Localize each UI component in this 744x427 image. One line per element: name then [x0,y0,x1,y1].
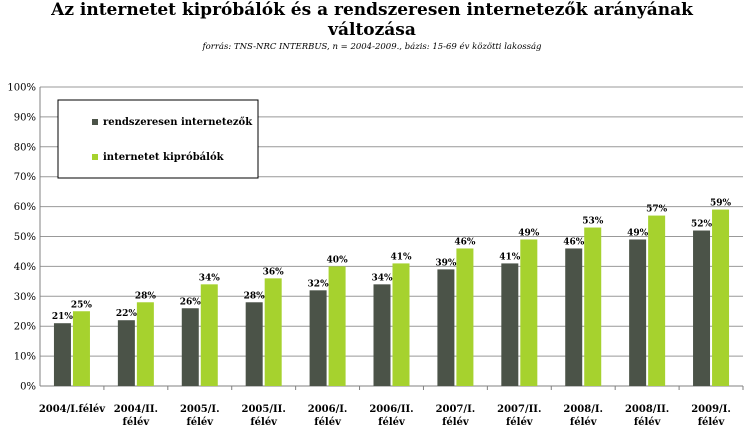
bar [117,320,135,386]
data-label: 34% [199,273,221,283]
data-label: 53% [582,217,604,227]
data-label: 46% [454,237,476,247]
x-tick-label: 2007/II. [497,404,541,415]
bar [456,248,474,386]
y-tick-label: 100% [7,83,36,94]
chart-source-note: forrás: TNS-NRC INTERBUS, n = 2004-2009.… [202,42,542,52]
bar [245,302,263,386]
bar [200,284,218,386]
x-tick-label: 2004/I.félév [39,404,106,415]
x-tick-label: félév [442,417,470,427]
bar [72,311,90,386]
bar [309,290,327,386]
bar [565,248,583,386]
x-tick-label: 2005/I. [180,404,220,415]
bar [520,239,538,386]
data-label: 28% [244,291,266,301]
bar [392,263,410,386]
data-label: 52% [691,220,713,230]
y-tick-label: 20% [14,322,36,333]
y-tick-label: 0% [20,382,36,393]
data-label: 21% [52,312,74,322]
bar [693,230,711,386]
bar [584,227,602,386]
chart-title-line-1: Az internetet kipróbálók és a rendszeres… [51,0,693,20]
data-label: 46% [563,237,585,247]
bar [629,239,647,386]
x-tick-label: 2006/II. [369,404,413,415]
data-label: 41% [390,252,412,262]
bar [53,323,71,386]
y-tick-label: 60% [14,202,36,213]
y-tick-label: 70% [14,172,36,183]
data-label: 41% [499,252,521,262]
x-tick-label: 2008/I. [563,404,603,415]
x-tick-label: 2004/II. [114,404,158,415]
data-label: 57% [646,205,668,215]
x-tick-label: félév [314,417,342,427]
data-label: 49% [627,228,649,238]
bar [328,266,346,386]
legend-marker [92,154,98,160]
x-tick-label: félév [123,417,151,427]
bar [136,302,154,386]
data-label: 39% [435,258,457,268]
data-label: 26% [180,297,202,307]
bar [373,284,391,386]
bar [712,209,730,386]
x-tick-label: félév [634,417,662,427]
y-tick-label: 40% [14,262,36,273]
legend-label: rendszeresen internetezők [103,117,253,128]
legend-label: internetet kipróbálók [103,152,225,163]
x-tick-label: félév [570,417,598,427]
data-label: 40% [327,255,349,265]
y-tick-label: 30% [14,292,36,303]
legend-box [57,99,259,179]
data-label: 28% [135,291,157,301]
bar [181,308,199,386]
legend-marker [92,119,98,125]
x-tick-label: 2008/II. [625,404,669,415]
y-tick-label: 90% [14,112,36,123]
y-tick-label: 80% [14,142,36,153]
data-label: 49% [518,228,540,238]
x-tick-label: félév [698,417,726,427]
data-label: 34% [371,273,393,283]
x-tick-label: 2009/I. [691,404,731,415]
y-tick-label: 50% [14,232,36,243]
x-tick-label: 2006/I. [308,404,348,415]
data-label: 25% [71,300,93,310]
x-tick-label: 2005/II. [242,404,286,415]
data-label: 32% [308,279,330,289]
x-tick-label: félév [506,417,534,427]
data-label: 22% [116,309,138,319]
bar [648,215,666,386]
bar [437,269,455,386]
x-tick-label: 2007/I. [436,404,476,415]
chart-title-line-2: változása [328,20,416,40]
bar [501,263,519,386]
y-tick-label: 10% [14,352,36,363]
x-tick-label: félév [378,417,406,427]
x-tick-label: félév [186,417,214,427]
chart-title: Az internetet kipróbálók és a rendszeres… [0,0,744,40]
data-label: 59% [710,199,732,209]
data-label: 36% [263,267,285,277]
bar [264,278,282,386]
x-tick-label: félév [250,417,278,427]
